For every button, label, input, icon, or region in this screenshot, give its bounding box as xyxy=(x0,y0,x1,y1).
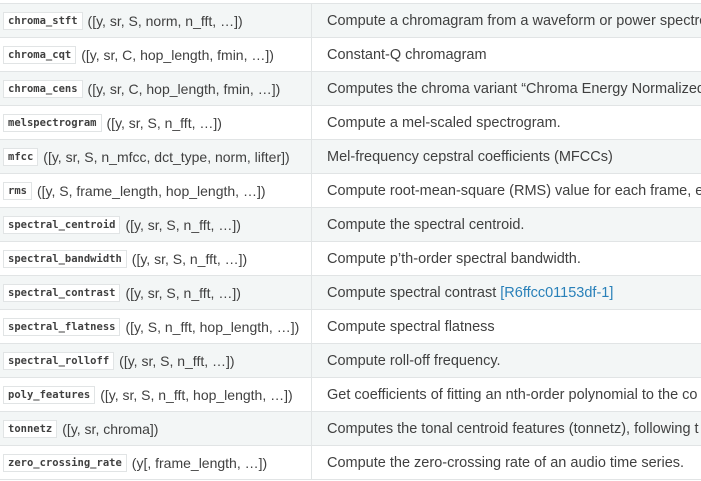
description-text: Compute a chromagram from a waveform or … xyxy=(327,12,701,29)
function-args: ([y, sr, C, hop_length, fmin, …]) xyxy=(87,80,281,97)
table-row: spectral_contrast ([y, sr, S, n_fft, …])… xyxy=(0,276,701,310)
description-text: Computes the chroma variant “Chroma Ener… xyxy=(327,80,701,97)
function-name-link[interactable]: poly_features xyxy=(3,385,96,404)
function-name-link[interactable]: tonnetz xyxy=(3,419,58,438)
table-row: zero_crossing_rate (y[, frame_length, …]… xyxy=(0,446,701,480)
function-signature: tonnetz ([y, sr, chroma]) xyxy=(0,412,312,445)
function-args: ([y, sr, S, n_fft, hop_length, …]) xyxy=(100,386,293,403)
table-row: chroma_cens ([y, sr, C, hop_length, fmin… xyxy=(0,72,701,106)
description-text: Compute root-mean-square (RMS) value for… xyxy=(327,182,701,199)
function-signature: mfcc ([y, sr, S, n_mfcc, dct_type, norm,… xyxy=(0,140,312,173)
table-row: spectral_rolloff ([y, sr, S, n_fft, …]) … xyxy=(0,344,701,378)
function-args: ([y, sr, S, n_fft, …]) xyxy=(106,114,222,131)
function-signature: chroma_cens ([y, sr, C, hop_length, fmin… xyxy=(0,72,312,105)
description-text: Get coefficients of fitting an nth-order… xyxy=(327,386,698,403)
table-row: chroma_cqt ([y, sr, C, hop_length, fmin,… xyxy=(0,38,701,72)
function-args: ([y, sr, S, n_fft, …]) xyxy=(119,352,235,369)
function-name-link[interactable]: spectral_rolloff xyxy=(3,351,115,370)
function-description: Compute p’th-order spectral bandwidth. xyxy=(312,242,701,275)
table-row: mfcc ([y, sr, S, n_mfcc, dct_type, norm,… xyxy=(0,140,701,174)
function-args: (y[, frame_length, …]) xyxy=(131,454,268,471)
function-description: Mel-frequency cepstral coefficients (MFC… xyxy=(312,140,701,173)
function-name-link[interactable]: spectral_flatness xyxy=(3,317,121,336)
function-description: Computes the chroma variant “Chroma Ener… xyxy=(312,72,701,105)
function-description: Compute spectral contrast [R6ffcc01153df… xyxy=(312,276,701,309)
function-description: Get coefficients of fitting an nth-order… xyxy=(312,378,701,411)
table-row: tonnetz ([y, sr, chroma]) Computes the t… xyxy=(0,412,701,446)
function-description: Compute the spectral centroid. xyxy=(312,208,701,241)
description-text: Computes the tonal centroid features (to… xyxy=(327,420,699,437)
function-description: Computes the tonal centroid features (to… xyxy=(312,412,701,445)
table-row: poly_features ([y, sr, S, n_fft, hop_len… xyxy=(0,378,701,412)
description-text: Compute roll-off frequency. xyxy=(327,352,501,369)
table-row: chroma_stft ([y, sr, S, norm, n_fft, …])… xyxy=(0,4,701,38)
function-args: ([y, S, frame_length, hop_length, …]) xyxy=(36,182,266,199)
function-signature: melspectrogram ([y, sr, S, n_fft, …]) xyxy=(0,106,312,139)
function-name-link[interactable]: spectral_contrast xyxy=(3,283,121,302)
table-row: rms ([y, S, frame_length, hop_length, …]… xyxy=(0,174,701,208)
function-args: ([y, sr, S, n_fft, …]) xyxy=(125,284,241,301)
function-signature: zero_crossing_rate (y[, frame_length, …]… xyxy=(0,446,312,479)
function-signature: spectral_flatness ([y, S, n_fft, hop_len… xyxy=(0,310,312,343)
function-name-link[interactable]: chroma_stft xyxy=(3,11,83,30)
function-name-link[interactable]: chroma_cqt xyxy=(3,45,77,64)
function-description: Compute spectral flatness xyxy=(312,310,701,343)
function-name-link[interactable]: melspectrogram xyxy=(3,113,102,132)
function-description: Compute a chromagram from a waveform or … xyxy=(312,4,701,37)
function-name-link[interactable]: spectral_bandwidth xyxy=(3,249,127,268)
function-description: Compute a mel-scaled spectrogram. xyxy=(312,106,701,139)
function-name-link[interactable]: mfcc xyxy=(3,147,39,166)
table-row: melspectrogram ([y, sr, S, n_fft, …]) Co… xyxy=(0,106,701,140)
function-signature: spectral_centroid ([y, sr, S, n_fft, …]) xyxy=(0,208,312,241)
table-row: spectral_bandwidth ([y, sr, S, n_fft, …]… xyxy=(0,242,701,276)
function-args: ([y, sr, S, n_fft, …]) xyxy=(131,250,248,267)
description-text: Compute p’th-order spectral bandwidth. xyxy=(327,250,581,267)
function-description: Compute the zero-crossing rate of an aud… xyxy=(312,446,701,479)
table-row: spectral_flatness ([y, S, n_fft, hop_len… xyxy=(0,310,701,344)
function-args: ([y, sr, S, n_mfcc, dct_type, norm, lift… xyxy=(43,148,290,165)
function-signature: spectral_rolloff ([y, sr, S, n_fft, …]) xyxy=(0,344,312,377)
function-args: ([y, sr, S, n_fft, …]) xyxy=(125,216,241,233)
function-name-link[interactable]: chroma_cens xyxy=(3,79,83,98)
description-text: Compute a mel-scaled spectrogram. xyxy=(327,114,561,131)
feature-function-table: chroma_stft ([y, sr, S, norm, n_fft, …])… xyxy=(0,3,701,480)
function-signature: rms ([y, S, frame_length, hop_length, …]… xyxy=(0,174,312,207)
description-text: Compute the zero-crossing rate of an aud… xyxy=(327,454,685,471)
function-name-link[interactable]: spectral_centroid xyxy=(3,215,121,234)
function-name-link[interactable]: zero_crossing_rate xyxy=(3,453,127,472)
description-text: Compute spectral contrast xyxy=(327,284,497,301)
table-row: spectral_centroid ([y, sr, S, n_fft, …])… xyxy=(0,208,701,242)
function-signature: chroma_cqt ([y, sr, C, hop_length, fmin,… xyxy=(0,38,312,71)
function-signature: chroma_stft ([y, sr, S, norm, n_fft, …]) xyxy=(0,4,312,37)
function-args: ([y, sr, C, hop_length, fmin, …]) xyxy=(81,46,274,63)
function-description: Constant-Q chromagram xyxy=(312,38,701,71)
function-args: ([y, S, n_fft, hop_length, …]) xyxy=(125,318,300,335)
function-name-link[interactable]: rms xyxy=(3,181,32,200)
description-text: Mel-frequency cepstral coefficients (MFC… xyxy=(327,148,613,165)
description-text: Compute the spectral centroid. xyxy=(327,216,525,233)
citation-link[interactable]: [R6ffcc01153df-1] xyxy=(500,284,614,301)
function-args: ([y, sr, S, norm, n_fft, …]) xyxy=(87,12,243,29)
function-description: Compute roll-off frequency. xyxy=(312,344,701,377)
function-signature: spectral_contrast ([y, sr, S, n_fft, …]) xyxy=(0,276,312,309)
function-signature: spectral_bandwidth ([y, sr, S, n_fft, …]… xyxy=(0,242,312,275)
description-text: Constant-Q chromagram xyxy=(327,46,487,63)
function-signature: poly_features ([y, sr, S, n_fft, hop_len… xyxy=(0,378,312,411)
function-description: Compute root-mean-square (RMS) value for… xyxy=(312,174,701,207)
description-text: Compute spectral flatness xyxy=(327,318,495,335)
function-args: ([y, sr, chroma]) xyxy=(62,420,159,437)
